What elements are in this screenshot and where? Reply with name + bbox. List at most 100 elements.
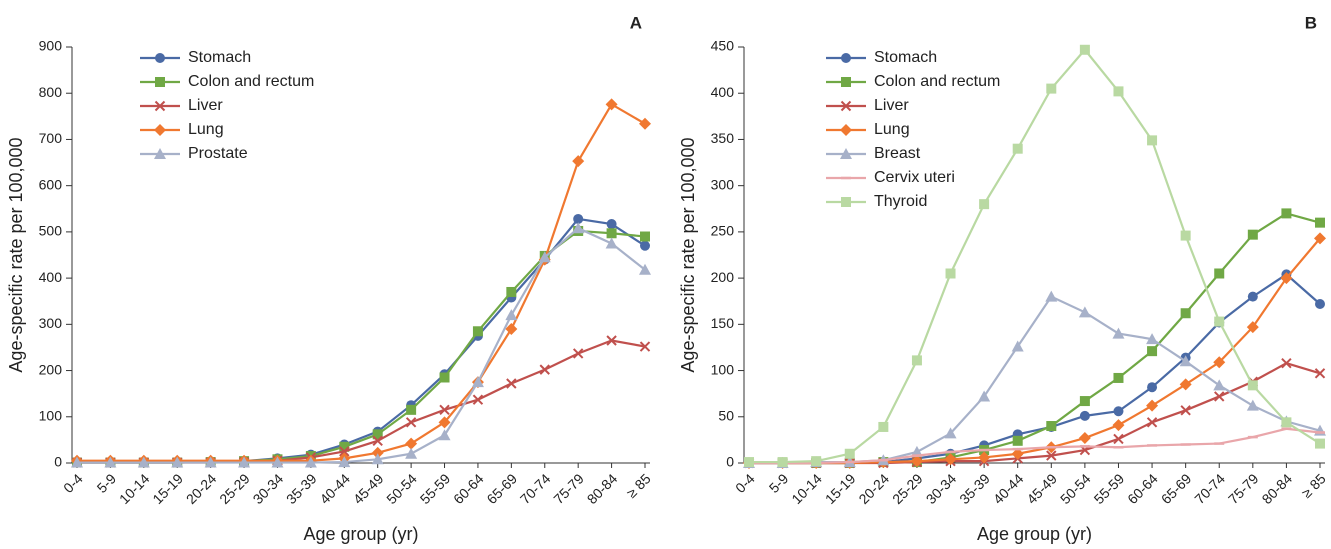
y-tick-label: 300 [39,315,63,331]
legend-label: Colon and rectum [188,73,314,90]
x-tick-label: 30-34 [923,470,960,507]
marker [945,268,956,279]
marker [605,98,618,111]
legend-label: Liver [874,97,909,114]
marker [639,341,651,352]
marker [405,437,418,450]
marker [372,435,383,447]
x-tick-label: 70-74 [517,470,554,507]
marker [439,372,450,383]
marker [1214,316,1225,327]
marker [1046,83,1057,94]
x-tick-label: 50-54 [383,470,420,507]
x-tick-label: 60-64 [450,470,487,507]
x-tick-label: 45-49 [350,470,387,507]
x-tick-label: 0-4 [60,470,86,496]
marker [840,148,852,159]
marker [841,53,851,63]
marker [1146,417,1158,428]
legend-label: Breast [874,145,921,162]
x-tick-label: 20-24 [855,470,892,507]
marker [572,348,584,359]
marker [155,53,165,63]
marker [1079,396,1090,407]
marker [1247,380,1258,391]
marker [472,326,483,337]
marker [841,197,851,207]
marker [238,456,251,468]
marker [438,416,451,429]
x-tick-label: 35-39 [283,470,320,507]
marker [1113,86,1124,97]
x-tick-label: 15-19 [149,470,186,507]
marker [840,124,852,136]
y-axis-title: Age-specific rate per 100,000 [6,137,26,372]
y-tick-label: 250 [711,223,735,239]
marker [1180,308,1191,319]
marker [339,446,350,457]
y-tick-label: 400 [39,269,63,285]
x-tick-label: 0-4 [732,470,758,496]
marker [472,394,484,405]
marker [1314,232,1326,245]
y-tick-label: 300 [711,176,735,192]
x-tick-label: 65-69 [1158,470,1195,507]
marker [539,364,550,375]
legend-label: Stomach [188,49,251,66]
y-tick-label: 350 [711,130,735,146]
marker [471,376,484,388]
marker [811,456,822,467]
marker [944,427,957,439]
legend-label: Colon and rectum [874,73,1000,90]
x-tick-label: 25-29 [216,470,253,507]
marker [1079,44,1090,55]
marker [406,404,417,415]
series-line [77,217,646,464]
marker [371,453,384,465]
marker [505,322,518,335]
marker [506,378,517,389]
y-tick-label: 0 [726,454,734,470]
marker [1179,378,1192,391]
x-tick-label: 60-64 [1124,470,1161,507]
marker [606,228,617,239]
marker [1147,346,1158,357]
x-tick-label: 75-79 [550,470,587,507]
marker [204,456,217,468]
marker [744,457,754,468]
y-tick-label: 150 [711,315,735,331]
x-tick-label: 55-59 [417,470,454,507]
x-tick-label: 70-74 [1191,470,1228,507]
marker [1247,291,1258,302]
y-tick-label: 600 [39,176,63,192]
marker [639,117,651,130]
marker [154,148,166,159]
marker [1146,333,1159,345]
marker [1011,447,1024,460]
marker [506,286,517,297]
marker [137,456,150,468]
y-tick-label: 400 [711,84,735,100]
marker [1113,433,1124,445]
marker [505,309,518,321]
marker [1079,410,1090,421]
marker [1315,217,1325,228]
x-tick-label: 55-59 [1091,470,1128,507]
marker [1246,321,1259,334]
marker [1078,306,1091,318]
marker [978,451,991,464]
marker [1147,382,1158,393]
marker [1146,399,1159,412]
marker [1280,272,1293,285]
x-tick-label: 25-29 [889,470,926,507]
marker [1078,432,1091,445]
legend-label: Lung [188,121,224,138]
marker [438,429,451,441]
marker [910,455,923,468]
marker [840,100,852,112]
marker [1247,229,1258,240]
marker [104,456,117,468]
marker [154,124,166,136]
marker [1281,208,1292,219]
